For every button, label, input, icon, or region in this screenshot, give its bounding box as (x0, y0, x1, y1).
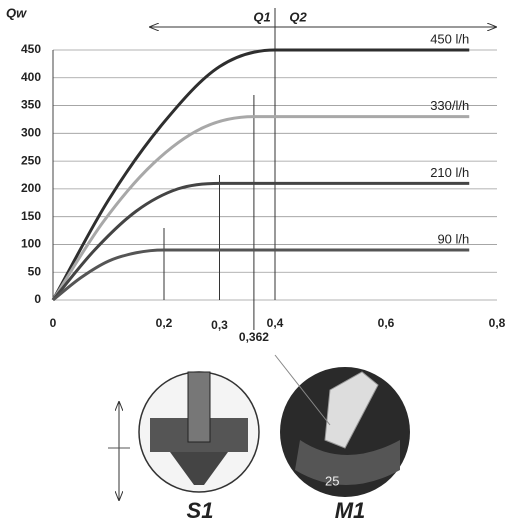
annotation: Q1 (253, 9, 270, 24)
legend-label: 450 l/h (430, 31, 469, 46)
x-tick-label: 0,6 (378, 316, 395, 330)
y-tick-label: 200 (21, 181, 41, 195)
x-tick-label: 0,4 (267, 316, 284, 330)
illustrations: 25 (108, 354, 410, 500)
series-line (51, 48, 470, 301)
s1-stem (187, 371, 211, 443)
y-tick-label: 400 (21, 70, 41, 84)
x-tick-label: 0,362 (239, 330, 269, 344)
s1-seat (170, 452, 228, 485)
annotation: Q2 (289, 9, 307, 24)
y-tick-label: 0 (34, 292, 41, 306)
y-tick-label: 100 (21, 237, 41, 251)
x-tick-label: 0 (50, 316, 57, 330)
m1-lever (324, 371, 379, 449)
y-tick-label: 450 (21, 42, 41, 56)
y-tick-label: 350 (21, 98, 41, 112)
y-tick-label: 150 (21, 209, 41, 223)
dial-mark: 25 (325, 473, 339, 488)
y-tick-label: 50 (28, 264, 42, 278)
series-line (52, 248, 470, 302)
series-line (51, 181, 470, 301)
annotation: M1 (335, 498, 366, 523)
legend-label: 210 l/h (430, 165, 469, 180)
y-tick-label: 300 (21, 126, 41, 140)
legend-label: 330/l/h (430, 98, 469, 113)
annotation: S1 (187, 498, 214, 523)
y-axis-label: Qw (6, 5, 27, 20)
leader (274, 354, 331, 426)
m1-dial (295, 440, 400, 485)
y-tick-label: 250 (21, 153, 41, 167)
x-tick-label: 0,8 (489, 316, 506, 330)
legend-label: 90 l/h (437, 231, 469, 246)
series-line (51, 115, 470, 301)
x-tick-label: 0,3 (211, 318, 228, 332)
x-tick-label: 0,2 (156, 316, 173, 330)
